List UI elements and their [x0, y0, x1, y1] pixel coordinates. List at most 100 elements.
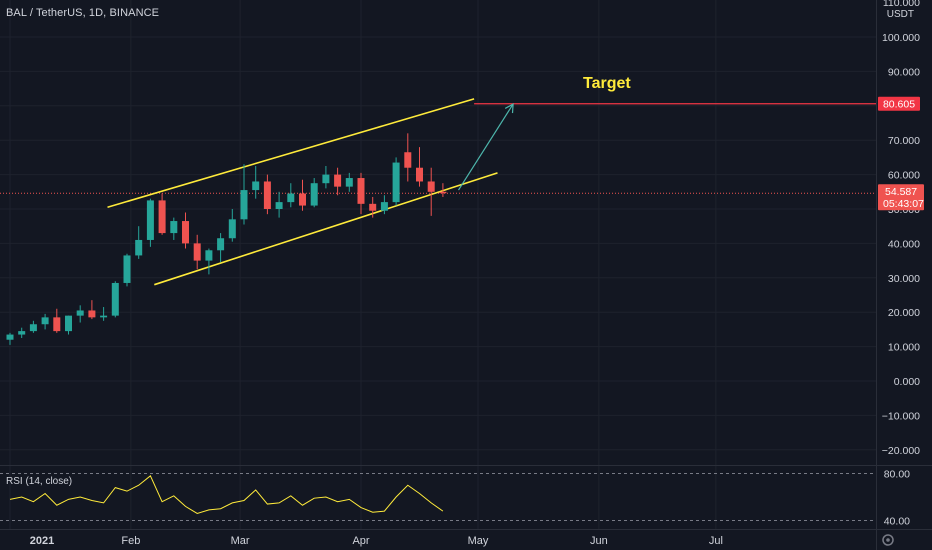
candle-body [299, 193, 306, 206]
target-label: Target [583, 75, 631, 92]
candle-body [182, 221, 189, 244]
channel-upper-line[interactable] [107, 98, 475, 209]
candle [263, 174, 271, 215]
time-tick-label: Feb [121, 535, 140, 547]
candle-body [123, 255, 131, 283]
candle [123, 253, 131, 287]
time-tick-label: 2021 [30, 535, 54, 547]
candle [427, 167, 435, 216]
time-tick-label: Apr [352, 535, 369, 547]
candle-body [193, 243, 201, 261]
time-tick-label: Jun [590, 535, 608, 547]
candle [88, 300, 96, 320]
candle [205, 248, 213, 275]
candle [76, 305, 84, 323]
candle [18, 327, 26, 338]
price-axis-currency: USDT [887, 9, 914, 20]
target-price-badge: 80.605 [878, 96, 920, 111]
candle-body [345, 178, 353, 187]
candle-body [357, 178, 365, 204]
grid-lines [0, 0, 876, 529]
rsi-title[interactable]: RSI (14, close) [6, 476, 73, 487]
candle [369, 196, 377, 218]
target-price-badge-text: 80.605 [883, 99, 915, 111]
countdown-text: 05:43:07 [883, 198, 924, 210]
candle-body [252, 181, 260, 191]
candle-body [18, 331, 26, 335]
candle [287, 183, 295, 208]
candle [380, 195, 388, 215]
candle-body [439, 191, 447, 194]
candle-body [29, 324, 37, 332]
candle [146, 198, 154, 247]
candle-body [416, 167, 423, 182]
candle-body [205, 250, 213, 261]
price-tick-label: 20.000 [888, 307, 920, 319]
channel-lower-line[interactable] [154, 172, 498, 286]
candle-body [334, 174, 342, 187]
candle [170, 217, 178, 240]
arrow-head [504, 103, 514, 114]
candle-body [158, 200, 166, 234]
rsi-pane[interactable]: 80.00 40.00 [0, 465, 932, 528]
arrow-shaft [457, 103, 514, 191]
rsi-tick-label: 40.00 [884, 516, 910, 528]
candle [240, 164, 248, 225]
price-tick-label: 70.000 [888, 135, 920, 147]
candle [193, 234, 201, 270]
candle-body [392, 162, 400, 203]
candle [310, 178, 318, 208]
candle [135, 226, 143, 259]
time-tick-label: Jul [709, 535, 723, 547]
candle [158, 193, 166, 235]
candle [252, 166, 260, 199]
candlestick-series [6, 133, 447, 345]
candle-body [111, 282, 119, 316]
candle [275, 191, 283, 218]
candle-body [65, 315, 72, 332]
candle [100, 307, 108, 321]
candle [217, 233, 225, 263]
candle-body [135, 239, 143, 256]
rsi-line [9, 475, 444, 514]
candle [322, 166, 330, 189]
candle-body [427, 181, 435, 192]
candle-body [275, 202, 283, 209]
candle [345, 172, 353, 192]
candle [53, 308, 61, 333]
candle-body [41, 317, 49, 325]
candle [416, 147, 423, 187]
candle [299, 179, 306, 211]
candle-body [380, 202, 388, 211]
candle-body [240, 190, 248, 220]
time-tick-label: May [468, 535, 489, 547]
candle-body [76, 310, 84, 316]
time-tick-label: Mar [231, 535, 250, 547]
current-price-badge: 54.587 05:43:07 [878, 184, 924, 211]
gear-icon[interactable] [882, 534, 894, 546]
candle-body [310, 183, 318, 206]
candle [228, 209, 236, 242]
candle [392, 157, 400, 206]
candle-body [404, 152, 412, 168]
price-axis-top-label: 110.000 [883, 0, 920, 9]
current-price-badge-text: 54.587 [885, 186, 917, 198]
candle [41, 313, 49, 330]
price-tick-label: 30.000 [888, 273, 920, 285]
time-axis[interactable]: 2021 Feb Mar Apr May Jun Jul [0, 529, 932, 548]
price-axis[interactable]: 110.000 USDT 100.00090.00080.00070.00060… [876, 0, 921, 550]
candle [6, 332, 14, 345]
candle-body [6, 334, 14, 340]
price-tick-label: 90.000 [888, 66, 920, 78]
projection-arrow[interactable] [457, 103, 514, 191]
candle-body [287, 193, 295, 203]
candle [29, 320, 37, 333]
candle-body [53, 317, 61, 332]
symbol-title[interactable]: BAL / TetherUS, 1D, BINANCE [6, 7, 160, 19]
candle-body [88, 310, 96, 318]
candle-body [217, 238, 225, 251]
candle [65, 315, 72, 335]
candle [334, 167, 342, 196]
candle [357, 172, 365, 215]
